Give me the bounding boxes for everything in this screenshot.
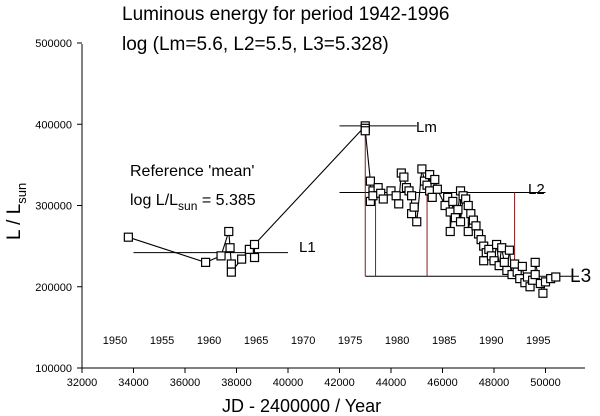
y-tick-label: 400000 (35, 119, 72, 131)
data-point (391, 191, 401, 201)
x-tick-label: 42000 (324, 377, 355, 389)
y-tick-label: 300000 (35, 201, 72, 213)
x-axis-label: JD - 2400000 / Year (222, 396, 381, 416)
x-tick-label: 48000 (479, 377, 510, 389)
level-label-l2: L2 (528, 181, 545, 198)
y-axis-ticks: 100000 200000 300000 400000 500000 (35, 38, 82, 375)
chart-title: Luminous energy for period 1942-1996 (122, 4, 449, 25)
year-label: 1965 (244, 335, 268, 347)
year-label: 1950 (103, 335, 127, 347)
data-point (201, 257, 211, 267)
data-point (497, 243, 507, 253)
x-tick-label: 40000 (273, 377, 304, 389)
data-point (216, 251, 226, 261)
data-point (538, 288, 548, 298)
data-point (489, 256, 499, 266)
data-point (504, 245, 515, 255)
year-label: 1960 (197, 335, 221, 347)
year-labels: 1950 1955 1960 1965 1970 1975 1980 1985 1990 1995 (103, 335, 551, 347)
data-point (365, 176, 375, 186)
x-axis-ticks: 32000 34000 36000 38000 40000 42000 44000 46000… (67, 368, 561, 389)
annotation-value-number: = 5.385 (197, 192, 255, 209)
annotation-value-main: log L/L (130, 192, 178, 209)
data-point (225, 243, 235, 253)
data-point (425, 170, 435, 180)
x-tick-label: 32000 (67, 377, 98, 389)
data-point (430, 174, 440, 185)
data-point (386, 186, 396, 196)
data-point (517, 261, 527, 272)
level-label-lm: Lm (416, 119, 437, 136)
level-label-l1: L1 (299, 239, 316, 256)
data-point (453, 204, 463, 215)
y-tick-label: 100000 (35, 363, 72, 375)
data-points (123, 121, 561, 298)
annotation-reference-mean: Reference 'mean' (130, 163, 254, 180)
data-point (455, 217, 466, 227)
y-axis-label-main: L / L (4, 204, 25, 240)
data-point (244, 244, 254, 254)
data-point (399, 172, 409, 182)
data-point (412, 217, 422, 227)
data-point (249, 252, 260, 263)
y-axis-label-sub: sun (14, 183, 29, 204)
data-point (368, 191, 378, 201)
annotation-reference-value: log L/Lsun = 5.385 (130, 192, 256, 213)
year-label: 1985 (432, 335, 456, 347)
data-point (407, 191, 417, 201)
x-tick-label: 50000 (530, 377, 561, 389)
data-point (448, 196, 458, 207)
data-point (463, 200, 473, 211)
data-point (226, 259, 236, 269)
level-label-l3: L3 (570, 266, 591, 287)
data-point (445, 226, 455, 237)
chart-subtitle: log (Lm=5.6, L2=5.5, L3=5.328) (122, 34, 389, 55)
data-point (378, 194, 388, 204)
data-point (237, 254, 247, 264)
year-label: 1995 (526, 335, 550, 347)
data-point (417, 164, 427, 174)
data-point (463, 226, 473, 237)
level-lines (133, 125, 579, 277)
x-tick-label: 44000 (376, 377, 407, 389)
data-point (249, 239, 260, 250)
data-point (394, 199, 404, 209)
x-tick-label: 38000 (221, 377, 252, 389)
y-tick-label: 500000 (35, 38, 72, 50)
x-tick-label: 34000 (118, 377, 149, 389)
x-tick-label: 46000 (427, 377, 458, 389)
data-point (479, 256, 489, 266)
data-point (530, 257, 540, 267)
data-point (409, 202, 419, 212)
data-point (360, 126, 370, 136)
data-point (432, 184, 442, 194)
year-label: 1955 (150, 335, 174, 347)
year-label: 1970 (291, 335, 315, 347)
y-tick-label: 200000 (35, 282, 72, 294)
data-point (427, 192, 437, 202)
annotation-value-sub: sun (178, 199, 197, 213)
data-point (510, 259, 520, 269)
year-label: 1990 (479, 335, 503, 347)
data-point (224, 226, 234, 237)
data-point (123, 232, 133, 242)
data-point (499, 257, 509, 267)
year-label: 1980 (385, 335, 409, 347)
y-axis-label: L / Lsun (4, 183, 29, 240)
data-point (551, 272, 561, 282)
data-point (471, 221, 481, 231)
data-point (530, 269, 540, 280)
data-point (226, 267, 236, 277)
x-tick-label: 36000 (170, 377, 201, 389)
year-label: 1975 (338, 335, 362, 347)
